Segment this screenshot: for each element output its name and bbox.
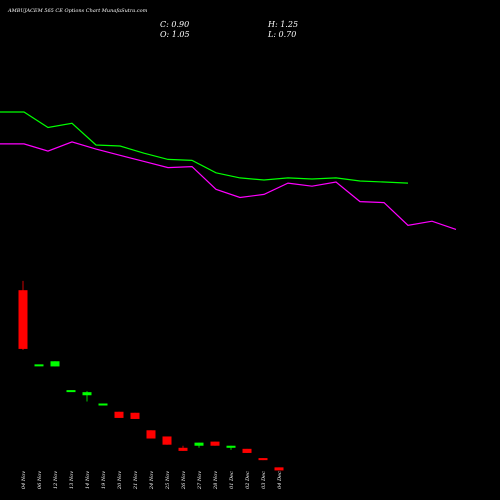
candle-body: [242, 448, 252, 453]
x-axis-labels: 04 Nov 06 Nov 12 Nov 13 Nov 14 Nov 19 Nov 20 N…: [21, 471, 283, 490]
candle-body: [162, 436, 172, 445]
candle-14-nov: [82, 391, 92, 402]
candle-body: [18, 290, 28, 349]
moving-average-line-2: [0, 141, 457, 230]
candle-body: [82, 392, 92, 396]
candle-25-nov: [162, 436, 172, 445]
moving-average-layer: [0, 111, 457, 230]
candle-21-nov: [130, 412, 140, 419]
candle-28-nov: [210, 441, 220, 446]
candle-body: [274, 467, 284, 471]
x-tick-label: 26 Nov: [181, 471, 187, 490]
candle-body: [50, 361, 60, 367]
x-tick-label: 19 Nov: [101, 471, 107, 489]
candle-04-nov: [18, 280, 28, 350]
candle-24-nov: [146, 430, 156, 439]
candle-body: [98, 403, 108, 406]
open-value: O: 1.05: [160, 30, 190, 39]
low-value: L: 0.70: [268, 30, 297, 39]
candle-06-nov: [34, 364, 44, 367]
candle-27-nov: [194, 442, 204, 448]
x-tick-label: 12 Nov: [53, 471, 59, 489]
candle-body: [194, 442, 204, 446]
candle-body: [66, 390, 76, 393]
x-tick-label: 25 Nov: [165, 471, 171, 490]
candle-20-nov: [114, 411, 124, 418]
candle-body: [114, 411, 124, 418]
candle-12-nov: [50, 361, 60, 367]
x-tick-label: 03 Dec: [261, 471, 267, 489]
candle-03-dec: [258, 458, 268, 461]
close-value: C: 0.90: [160, 20, 190, 29]
x-tick-label: 02 Dec: [245, 471, 251, 489]
x-tick-label: 04 Nov: [21, 471, 27, 489]
candle-13-nov: [66, 390, 76, 393]
candle-body: [130, 412, 140, 419]
x-tick-label: 06 Nov: [37, 471, 43, 489]
x-tick-label: 27 Nov: [197, 471, 203, 490]
candle-body: [178, 447, 188, 451]
candle-body: [146, 430, 156, 439]
x-tick-label: 24 Nov: [149, 471, 155, 490]
candle-body: [258, 458, 268, 461]
candle-04-dec: [274, 467, 284, 471]
x-tick-label: 14 Nov: [85, 471, 91, 489]
candle-26-nov: [178, 445, 188, 451]
x-tick-label: 20 Nov: [117, 471, 123, 490]
candle-02-dec: [242, 448, 252, 453]
candle-body: [34, 364, 44, 367]
chart-title: AMBUJACEM 565 CE Options Chart MunafaSut…: [8, 8, 148, 14]
x-tick-label: 28 Nov: [213, 471, 219, 490]
high-value: H: 1.25: [268, 20, 299, 29]
candle-19-nov: [98, 403, 108, 406]
moving-average-line-1: [0, 111, 409, 184]
x-tick-label: 21 Nov: [133, 471, 139, 490]
x-tick-label: 01 Dec: [229, 471, 235, 489]
candle-01-dec: [226, 445, 236, 450]
candle-body: [226, 445, 236, 448]
x-tick-label: 13 Nov: [69, 471, 75, 489]
candle-body: [210, 441, 220, 446]
candle-layer: [18, 280, 284, 471]
x-tick-label: 04 Dec: [277, 471, 283, 489]
